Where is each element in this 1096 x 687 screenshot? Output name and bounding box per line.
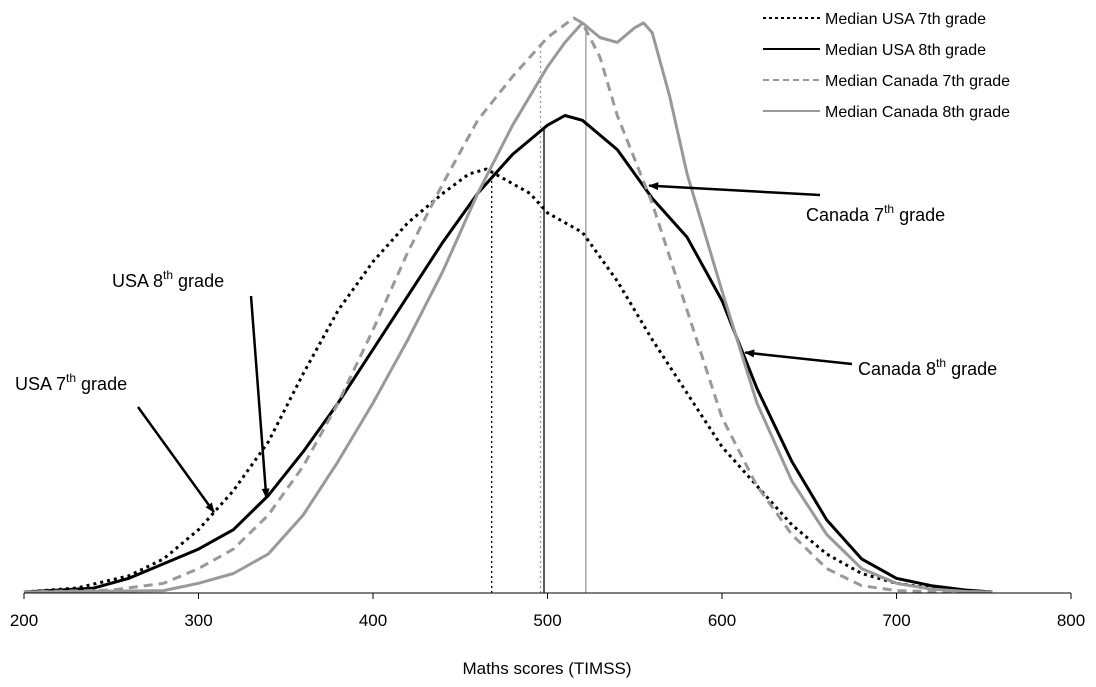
series-line-usa-8th-grade: [23, 114, 993, 594]
legend-item-median-canada-7th-grade: Median Canada 7th grade: [763, 73, 1010, 90]
annotation-arrow: [744, 349, 853, 366]
plot-area: [23, 16, 993, 594]
annotation-label: USA 8th grade: [112, 268, 224, 291]
x-tick-label: 300: [184, 611, 212, 630]
x-axis-title: Maths scores (TIMSS): [462, 659, 631, 678]
legend-item-median-usa-8th-grade: Median USA 8th grade: [763, 42, 986, 59]
legend-item-median-usa-7th-grade: Median USA 7th grade: [763, 11, 986, 28]
annotation-arrow: [249, 295, 270, 499]
annotation-label: Canada 7th grade: [806, 202, 945, 225]
legend-label: Median USA 7th grade: [825, 11, 986, 28]
legend-item-median-canada-8th-grade: Median Canada 8th grade: [763, 104, 1010, 121]
annotation-usa7: USA 7th grade: [15, 371, 215, 513]
series-line-canada-8th-grade: [23, 21, 993, 594]
annotations: USA 7th grade USA 8th grade Canada 7th gra…: [15, 182, 997, 513]
x-tick-label: 800: [1057, 611, 1085, 630]
annotation-can8: Canada 8th grade: [744, 349, 997, 379]
annotation-can7: Canada 7th grade: [648, 182, 945, 225]
x-axis: 200 300 400 500 600 700 800: [10, 592, 1085, 630]
x-tick-label: 600: [708, 611, 736, 630]
legend: Median USA 7th grade Median USA 8th grade…: [763, 11, 1010, 121]
x-tick-label: 700: [882, 611, 910, 630]
legend-label: Median Canada 7th grade: [825, 73, 1010, 90]
annotation-arrow: [136, 406, 215, 513]
annotation-usa8: USA 8th grade: [112, 268, 270, 499]
legend-label: Median Canada 8th grade: [825, 104, 1010, 121]
x-tick-label: 500: [533, 611, 561, 630]
legend-label: Median USA 8th grade: [825, 42, 986, 59]
annotation-arrow: [648, 182, 821, 197]
x-tick-label: 200: [10, 611, 38, 630]
x-tick-label: 400: [359, 611, 387, 630]
series-line-usa-7th-grade: [23, 167, 993, 594]
annotation-label: USA 7th grade: [15, 371, 127, 394]
series-line-canada-7th-grade: [23, 16, 993, 594]
annotation-label: Canada 8th grade: [858, 356, 997, 379]
